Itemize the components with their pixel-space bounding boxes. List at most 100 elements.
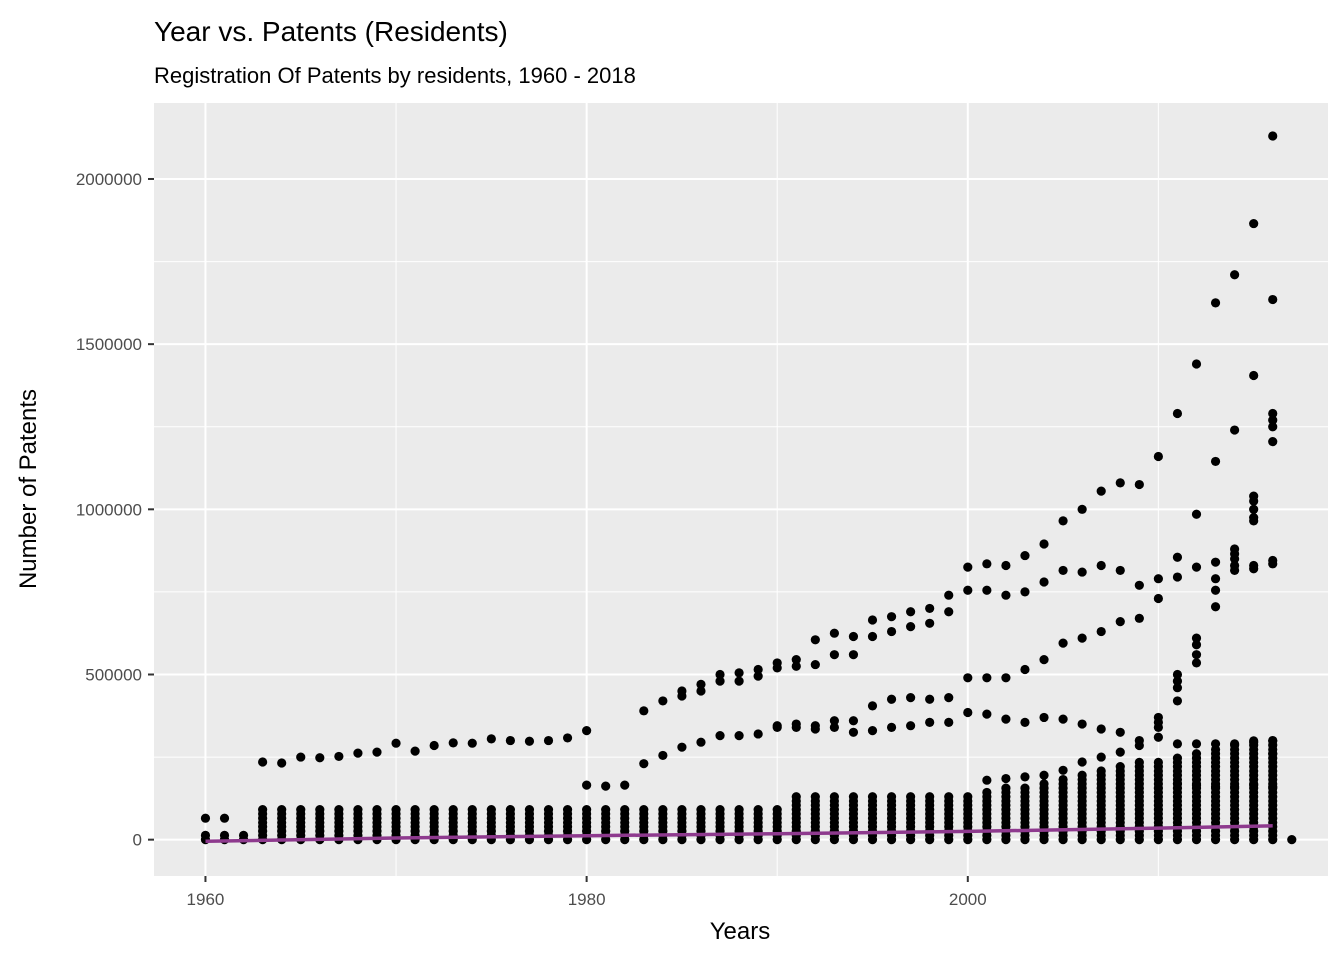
data-point xyxy=(1191,739,1202,749)
data-point xyxy=(1249,370,1259,381)
data-point xyxy=(1210,739,1221,749)
data-point xyxy=(1020,772,1030,782)
data-point xyxy=(1077,567,1087,577)
data-point xyxy=(1020,783,1030,793)
data-point xyxy=(258,757,268,767)
data-point xyxy=(448,805,458,815)
data-point xyxy=(886,722,897,732)
x-axis-title: Years xyxy=(710,918,771,945)
data-point xyxy=(906,721,916,731)
data-point xyxy=(1210,782,1221,792)
data-point xyxy=(620,805,630,815)
data-point xyxy=(1115,727,1125,737)
data-point xyxy=(925,618,935,628)
data-point xyxy=(982,673,992,683)
data-point xyxy=(1249,564,1259,574)
data-point xyxy=(1115,478,1125,488)
data-point xyxy=(1210,585,1221,595)
data-point xyxy=(543,735,554,746)
data-point xyxy=(1268,131,1278,141)
data-point xyxy=(1268,782,1278,792)
data-point xyxy=(1249,504,1259,514)
data-point xyxy=(867,726,878,736)
data-point xyxy=(1172,739,1183,749)
data-point xyxy=(829,716,839,726)
data-point xyxy=(1134,613,1144,623)
data-point xyxy=(982,775,992,785)
data-point xyxy=(219,813,230,823)
data-point xyxy=(1230,554,1240,564)
x-tick-label: 1960 xyxy=(187,890,225,909)
data-point xyxy=(1268,735,1278,746)
data-point xyxy=(925,717,935,727)
data-point xyxy=(810,635,820,645)
data-point xyxy=(734,731,744,741)
data-point xyxy=(1249,218,1259,229)
data-point xyxy=(1020,587,1030,597)
data-point xyxy=(1230,270,1240,280)
data-point xyxy=(906,693,916,703)
data-point xyxy=(296,805,306,815)
data-point xyxy=(1191,650,1202,660)
data-point xyxy=(448,738,458,748)
data-point xyxy=(1172,552,1183,562)
data-point xyxy=(1077,770,1087,780)
data-point xyxy=(1115,762,1125,772)
data-point xyxy=(677,805,687,815)
data-point xyxy=(334,805,344,815)
data-point xyxy=(486,734,496,744)
data-point xyxy=(810,792,820,802)
data-point xyxy=(1077,504,1087,514)
data-point xyxy=(1001,673,1011,683)
data-point xyxy=(1172,408,1183,419)
data-point xyxy=(1153,757,1163,767)
data-point xyxy=(886,626,897,637)
data-point xyxy=(1020,550,1030,561)
data-point xyxy=(315,753,325,763)
data-point xyxy=(1268,408,1278,419)
axis-ticks xyxy=(148,177,969,882)
data-point xyxy=(658,750,668,761)
data-point xyxy=(543,805,554,815)
data-point xyxy=(753,805,763,815)
data-point xyxy=(277,805,287,815)
data-point xyxy=(391,805,401,815)
data-point xyxy=(658,805,668,815)
data-point xyxy=(1172,669,1183,680)
data-point xyxy=(810,724,820,734)
data-point xyxy=(1077,719,1087,729)
data-point xyxy=(791,661,801,671)
data-point xyxy=(1096,626,1106,637)
data-point xyxy=(1153,722,1163,732)
data-point xyxy=(372,747,382,757)
data-point xyxy=(944,792,954,802)
data-point xyxy=(1039,655,1049,665)
data-point xyxy=(848,631,859,642)
data-point xyxy=(315,805,325,815)
data-point xyxy=(772,805,782,815)
data-point xyxy=(1134,580,1144,590)
data-point xyxy=(1249,780,1259,790)
data-point xyxy=(829,628,839,638)
data-point xyxy=(562,733,573,743)
data-point xyxy=(791,655,801,665)
data-point xyxy=(1020,664,1030,675)
data-point xyxy=(658,696,668,706)
data-point xyxy=(1191,562,1202,572)
data-point xyxy=(753,729,763,739)
data-point xyxy=(582,805,592,815)
data-point xyxy=(1230,739,1240,749)
data-point xyxy=(715,805,725,815)
data-point xyxy=(1001,560,1011,571)
data-point xyxy=(715,669,725,680)
data-point xyxy=(1115,617,1125,627)
x-tick-labels: 1960 1980 2000 xyxy=(187,890,987,909)
data-point xyxy=(1077,757,1087,767)
data-point xyxy=(715,676,725,686)
data-point xyxy=(848,650,859,660)
data-point xyxy=(1001,590,1011,600)
data-point xyxy=(1172,683,1183,693)
data-point xyxy=(391,738,401,748)
data-point xyxy=(562,805,573,815)
